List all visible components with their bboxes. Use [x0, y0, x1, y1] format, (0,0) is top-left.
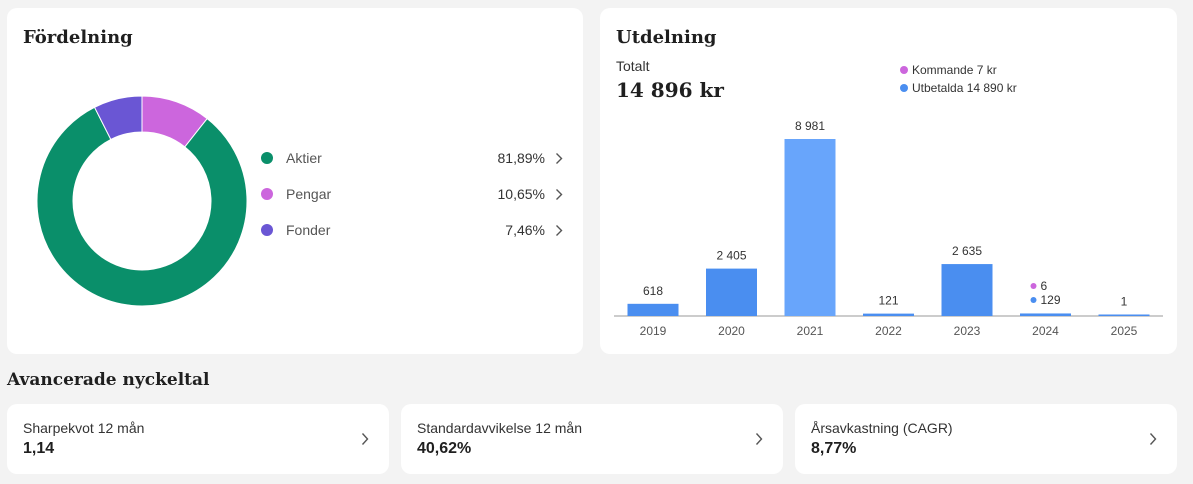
- kpi-label: Standardavvikelse 12 mån: [417, 420, 582, 436]
- kpi-value: 8,77%: [811, 440, 857, 457]
- distribution-donut-chart: [36, 95, 248, 307]
- bar-2022[interactable]: [863, 313, 914, 316]
- legend-label: Fonder: [286, 222, 331, 238]
- x-tick-label-2019: 2019: [640, 324, 667, 338]
- dividend-bar-chart: 618 2019 2 405 2020 8 981 2021 121 2022 2 635 202…: [614, 119, 1163, 338]
- bar-label-2025: 1: [1121, 295, 1128, 309]
- legend-value: 10,65%: [497, 186, 545, 202]
- kpi-card-sharpe[interactable]: Sharpekvot 12 mån 1,14: [7, 404, 389, 474]
- bar-label-2024: 129: [1041, 293, 1061, 307]
- kpi-card-stddev[interactable]: Standardavvikelse 12 mån 40,62%: [401, 404, 783, 474]
- fonder-color-dot: [261, 224, 273, 236]
- paid-color-dot: [900, 84, 908, 92]
- bar-2024[interactable]: [1020, 313, 1071, 316]
- dividend-total-label: Totalt: [616, 58, 650, 74]
- kpi-label: Sharpekvot 12 mån: [23, 420, 145, 436]
- kpi-value: 40,62%: [417, 440, 472, 457]
- bar-2021[interactable]: [784, 139, 836, 316]
- donut-slice-aktier: [36, 106, 248, 307]
- legend-label: Pengar: [286, 186, 332, 202]
- chevron-right-icon: [359, 429, 371, 449]
- x-tick-label-2025: 2025: [1111, 324, 1138, 338]
- chart-legend-label: Kommande 7 kr: [912, 63, 997, 77]
- bar-label-2019: 618: [643, 284, 663, 298]
- bar-2023[interactable]: [941, 264, 993, 316]
- distribution-card: Fördelning Aktier 81,89% Pengar 10,65% F…: [7, 8, 583, 354]
- kpi-card-cagr[interactable]: Årsavkastning (CAGR) 8,77%: [795, 404, 1177, 474]
- legend-item-fonder[interactable]: Fonder 7,46%: [259, 218, 565, 242]
- donut-slice-fonder: [93, 95, 143, 141]
- bar-2025[interactable]: [1098, 314, 1150, 317]
- chart-legend-paid: Utbetalda 14 890 kr: [900, 81, 1017, 95]
- x-tick-label-2023: 2023: [954, 324, 981, 338]
- x-tick-label-2020: 2020: [718, 324, 745, 338]
- dividend-card: Utdelning Totalt 14 896 kr Kommande 7 kr…: [600, 8, 1177, 354]
- x-tick-label-2024: 2024: [1032, 324, 1059, 338]
- dividend-title: Utdelning: [616, 27, 717, 48]
- legend-value: 81,89%: [497, 150, 545, 166]
- bar-label-upcoming-2024: 6: [1041, 279, 1048, 293]
- dividend-total-value: 14 896 kr: [616, 78, 724, 102]
- bar-2019[interactable]: [627, 303, 679, 316]
- chart-legend-label: Utbetalda 14 890 kr: [912, 81, 1017, 95]
- upcoming-dot-2024: [1030, 283, 1037, 289]
- bar-label-2021: 8 981: [795, 119, 825, 133]
- upcoming-color-dot: [900, 66, 908, 74]
- kpi-value: 1,14: [23, 440, 55, 457]
- bar-label-2022: 121: [878, 294, 898, 308]
- bar-2020[interactable]: [706, 268, 757, 316]
- x-tick-label-2022: 2022: [875, 324, 902, 338]
- chevron-right-icon: [753, 429, 765, 449]
- chevron-right-icon: [553, 146, 565, 170]
- aktier-color-dot: [261, 152, 273, 164]
- bar-label-2023: 2 635: [952, 244, 982, 258]
- legend-item-aktier[interactable]: Aktier 81,89%: [259, 146, 565, 170]
- legend-value: 7,46%: [505, 222, 545, 238]
- legend-item-pengar[interactable]: Pengar 10,65%: [259, 182, 565, 206]
- x-tick-label-2021: 2021: [797, 324, 824, 338]
- chart-legend-upcoming: Kommande 7 kr: [900, 63, 997, 77]
- chevron-right-icon: [553, 182, 565, 206]
- legend-label: Aktier: [286, 150, 322, 166]
- kpi-label: Årsavkastning (CAGR): [811, 420, 953, 436]
- pengar-color-dot: [261, 188, 273, 200]
- bar-label-2020: 2 405: [716, 249, 746, 263]
- chevron-right-icon: [1147, 429, 1159, 449]
- chevron-right-icon: [553, 218, 565, 242]
- paid-dot-2024: [1030, 297, 1037, 303]
- advanced-metrics-title: Avancerade nyckeltal: [7, 370, 210, 390]
- distribution-title: Fördelning: [23, 27, 133, 48]
